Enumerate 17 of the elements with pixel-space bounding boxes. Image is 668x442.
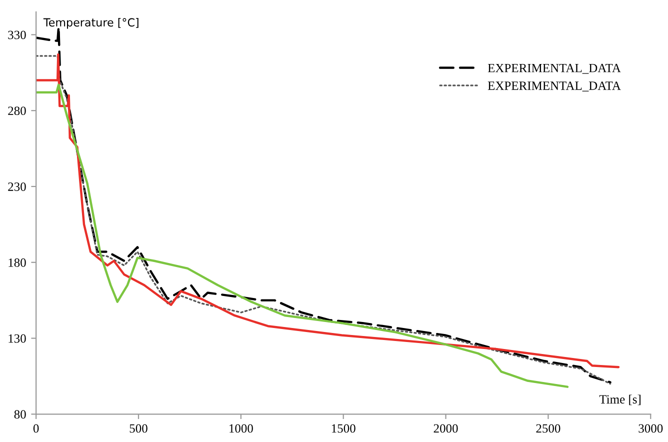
x-tick-label: 0 (33, 424, 39, 433)
y-tick-label: 280 (8, 106, 26, 116)
y-tick-label: 230 (8, 182, 26, 191)
x-tick-label: 3000 (638, 424, 663, 433)
x-axis-title: Time [s] (599, 394, 640, 406)
x-tick-label: 1000 (230, 424, 253, 433)
y-axis-title: Temperature [°C] (43, 18, 138, 29)
x-tick-label: 1500 (332, 424, 356, 433)
x-tick-label: 500 (130, 424, 148, 433)
legend-label: EXPERIMENTAL_DATA (488, 64, 621, 74)
y-tick-label: 180 (8, 258, 26, 267)
x-tick-label: 2500 (536, 424, 560, 433)
y-tick-label: 330 (8, 30, 26, 40)
legend-label: EXPERIMENTAL_DATA (488, 82, 621, 92)
x-tick-label: 2000 (434, 424, 458, 433)
y-tick-label: 80 (14, 410, 26, 419)
y-tick-label: 130 (8, 334, 26, 343)
